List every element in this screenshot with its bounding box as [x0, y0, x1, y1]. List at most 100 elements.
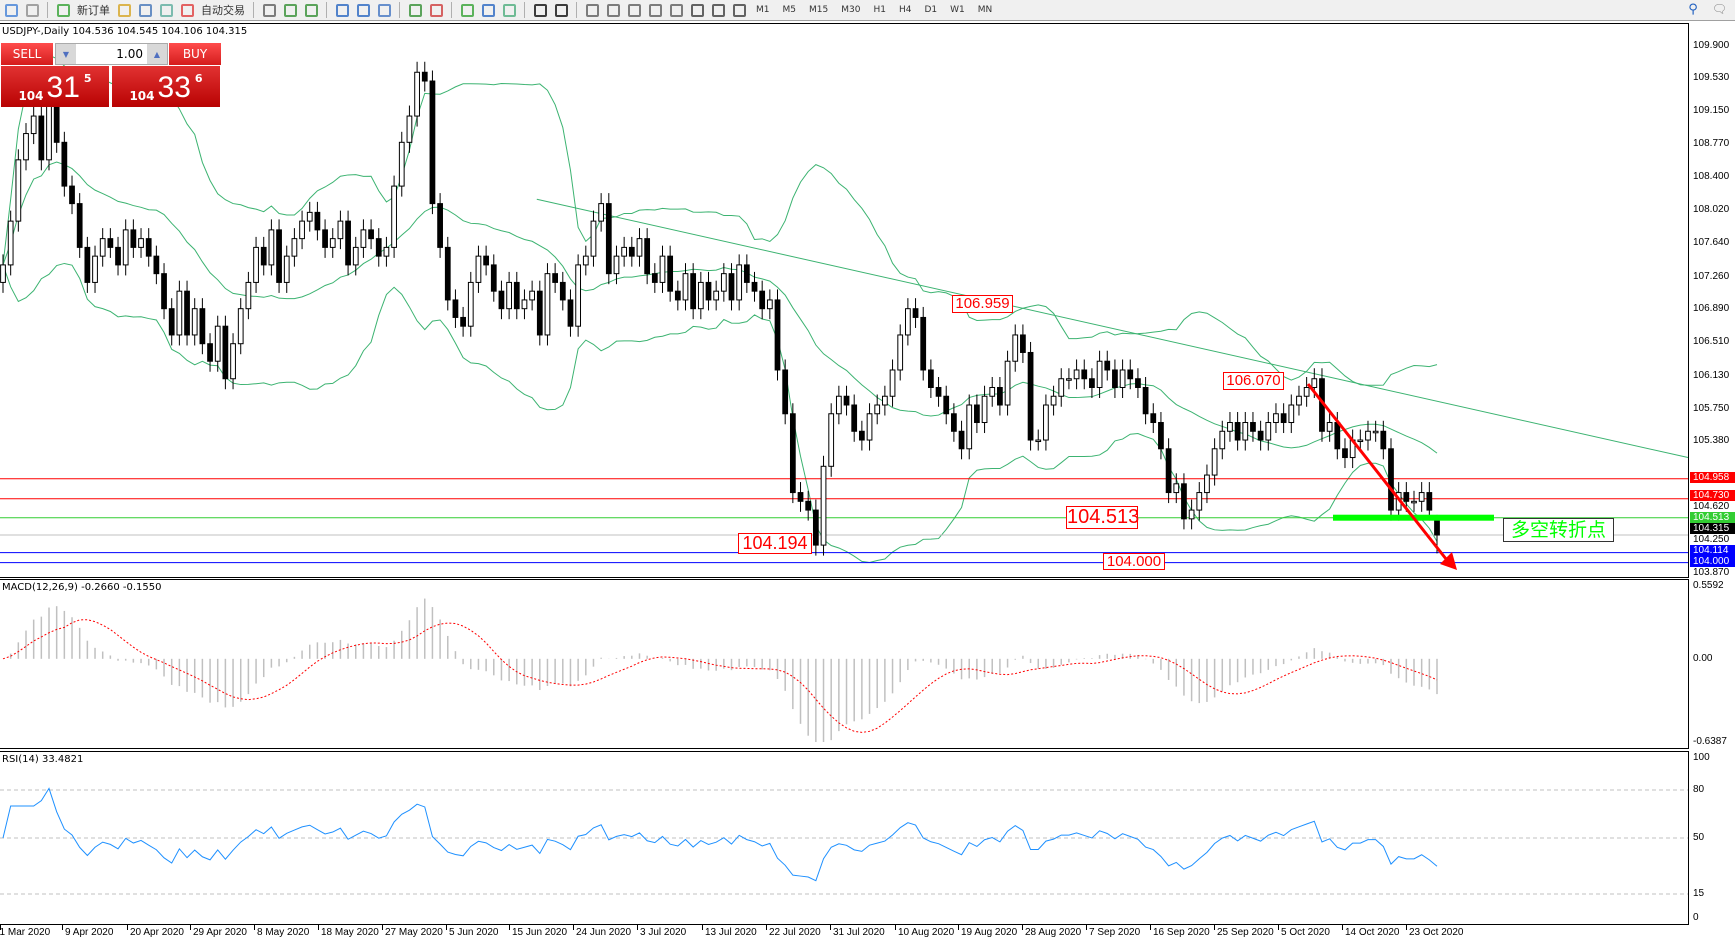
macd-axis-tick: 0.5592 [1693, 580, 1724, 591]
price-tag-104.114: 104.114 [1690, 544, 1735, 556]
timeframe-mn[interactable]: MN [977, 5, 993, 15]
candle-body [429, 80, 436, 205]
cursor-icon-glyph [533, 3, 547, 17]
candlestick-icon[interactable] [281, 2, 299, 19]
candle-body [866, 413, 873, 441]
buy-quote[interactable]: 104 33 6 [112, 66, 220, 107]
vertical-line-icon[interactable] [583, 2, 601, 19]
sell-button[interactable]: SELL [1, 43, 53, 66]
candle-body [575, 264, 582, 327]
templates-icon[interactable] [500, 2, 518, 19]
new-order-icon[interactable] [54, 2, 72, 19]
candle-body [314, 211, 321, 231]
date-tick [254, 925, 255, 930]
candle-body [337, 220, 344, 240]
candle-body [513, 281, 520, 310]
periods-icon[interactable] [479, 2, 497, 19]
crosshair-icon[interactable] [552, 2, 570, 19]
timeframe-h1[interactable]: H1 [873, 5, 886, 15]
navigator-icon[interactable] [136, 2, 154, 19]
autoscroll-icon[interactable] [406, 2, 424, 19]
price-label-high[interactable]: 106.959 [952, 295, 1013, 313]
trendline-icon-glyph [627, 3, 641, 17]
price-label-low[interactable]: 104.194 [738, 533, 812, 554]
lot-decrease-icon[interactable]: ▼ [56, 44, 76, 64]
chart-shift-icon[interactable] [427, 2, 445, 19]
chat-icon[interactable]: 🗨 [1711, 2, 1727, 16]
candle-body [674, 290, 681, 301]
bar-chart-icon[interactable] [260, 2, 278, 19]
text-label-icon[interactable] [709, 2, 727, 19]
date-axis-label: 22 Jul 2020 [769, 927, 821, 938]
zoom-in-icon[interactable] [333, 2, 351, 19]
price-chart-pane[interactable]: USDJPY-,Daily 104.536 104.545 104.106 10… [0, 23, 1689, 578]
candle-body [322, 229, 328, 248]
timeframe-h4[interactable]: H4 [898, 5, 912, 15]
price-label-support[interactable]: 104.000 [1103, 553, 1165, 570]
new-order-label[interactable]: 新订单 [77, 4, 110, 17]
timeframe-m5[interactable]: M5 [782, 5, 797, 15]
horizontal-line-icon[interactable] [604, 2, 622, 19]
candle-body [1365, 430, 1371, 441]
buy-quote-pips: 33 [157, 71, 191, 104]
auto-trading-label[interactable]: 自动交易 [201, 4, 245, 17]
candle-body [237, 308, 244, 345]
rsi-pane[interactable]: RSI(14) 33.4821 [0, 751, 1689, 925]
text-icon[interactable] [688, 2, 706, 19]
candle-body [920, 316, 927, 371]
auto-trading-icon[interactable] [178, 2, 196, 19]
arrows-icon[interactable] [730, 2, 748, 19]
zoom-out-icon[interactable] [354, 2, 372, 19]
candle-body [161, 273, 167, 310]
cursor-icon[interactable] [531, 2, 549, 19]
timeframe-d1[interactable]: D1 [924, 5, 938, 15]
candle-body [759, 290, 766, 310]
price-label-swing-high[interactable]: 106.070 [1223, 372, 1284, 390]
date-axis-label: 23 Oct 2020 [1409, 927, 1464, 938]
trendline-icon[interactable] [625, 2, 643, 19]
candle-body [567, 299, 574, 327]
lot-increase-icon[interactable]: ▲ [147, 44, 167, 64]
buy-button[interactable]: BUY [169, 43, 221, 66]
candle-body [460, 316, 466, 327]
candle-body [276, 229, 282, 283]
timeframe-w1[interactable]: W1 [950, 5, 965, 15]
candle-body [475, 255, 482, 283]
profiles-icon[interactable] [23, 2, 41, 19]
candle-body [812, 509, 819, 546]
date-axis-label: 28 Aug 2020 [1025, 927, 1082, 938]
price-tag-104.000: 104.000 [1690, 555, 1735, 567]
candle-body [69, 185, 75, 205]
date-tick [62, 925, 63, 930]
candle-body [444, 246, 451, 301]
indicators-icon[interactable] [458, 2, 476, 19]
tile-windows-icon[interactable] [375, 2, 393, 19]
timeframe-m1[interactable]: M1 [756, 5, 770, 15]
macd-pane[interactable]: MACD(12,26,9) -0.2660 -0.1550 [0, 579, 1689, 749]
new-chart-icon[interactable] [2, 2, 20, 19]
macd-axis-tick: -0.6387 [1693, 736, 1727, 747]
arrow-head-icon [1440, 552, 1457, 570]
fibonacci-icon[interactable] [667, 2, 685, 19]
candle-body [1326, 422, 1333, 432]
lot-input[interactable]: 1.00 [116, 47, 143, 61]
sell-quote[interactable]: 104 31 5 [1, 66, 109, 107]
timeframe-m15[interactable]: M15 [809, 5, 829, 15]
rsi-axis-tick: 15 [1693, 888, 1705, 899]
candle-body [1058, 378, 1065, 397]
candle-body [222, 325, 229, 380]
equidistant-channel-icon[interactable] [646, 2, 664, 19]
candle-body [1066, 378, 1072, 381]
search-icon[interactable]: ⚲ [1688, 2, 1698, 17]
price-label-pivot[interactable]: 104.513 [1066, 506, 1140, 529]
market-watch-icon[interactable] [115, 2, 133, 19]
pivot-annotation-text[interactable]: 多空转折点 [1503, 518, 1614, 542]
timeframe-m30[interactable]: M30 [841, 5, 861, 15]
date-tick [1150, 925, 1151, 930]
candle-body [138, 238, 144, 248]
lot-size-stepper[interactable]: ▼ 1.00 ▲ [55, 43, 168, 65]
candle-body [483, 255, 489, 266]
line-chart-icon[interactable] [302, 2, 320, 19]
candle-body [107, 238, 114, 248]
signals-icon[interactable] [157, 2, 175, 19]
